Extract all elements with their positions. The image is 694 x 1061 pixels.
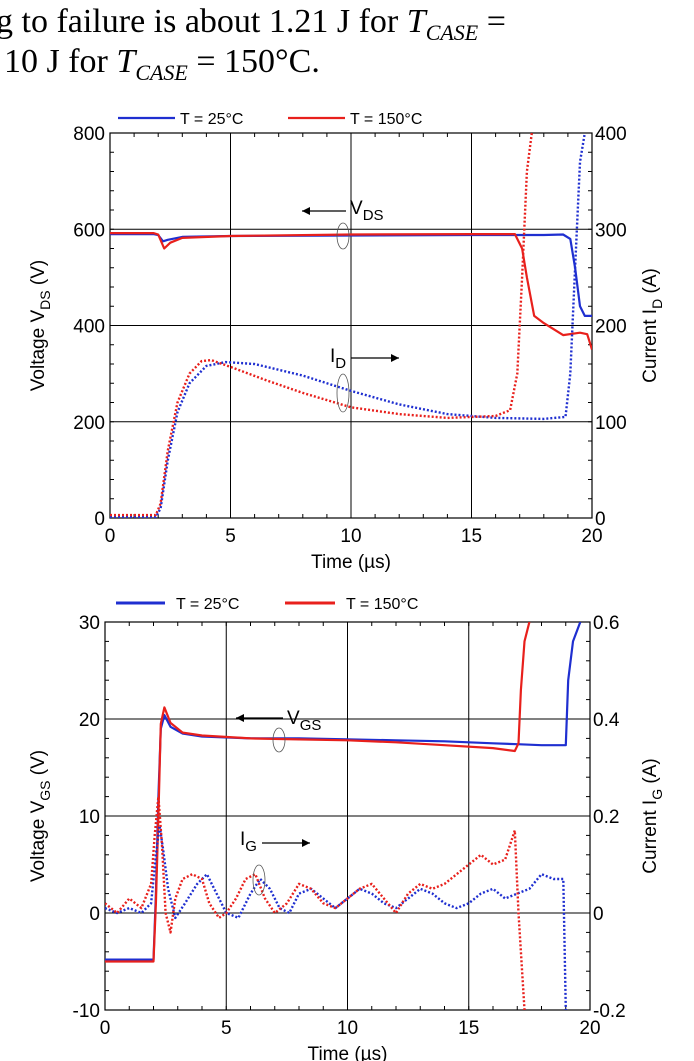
y-left-tick-label: 200 (73, 413, 105, 434)
y-right-tick-label: 0.2 (593, 807, 619, 828)
y-left-tick-label: 400 (73, 317, 105, 338)
series-line (105, 622, 582, 961)
y-right-tick-label: 0.4 (593, 710, 620, 731)
y-left-axis-label: Voltage VGS (V) (28, 750, 53, 882)
y-left-tick-label: 20 (79, 710, 100, 731)
y-right-tick-label: 200 (595, 317, 627, 338)
y-right-tick-label: 0 (593, 904, 604, 925)
series-line (110, 133, 586, 518)
series-line (105, 824, 567, 1010)
y-right-tick-label: 300 (595, 220, 627, 241)
x-axis-label: Time (µs) (311, 552, 391, 573)
annotation-label: IG (240, 829, 257, 855)
annotation-label: VGS (287, 708, 321, 734)
legend-label: T = 25°C (180, 111, 243, 128)
series-group (110, 133, 592, 518)
caption-line-2: 10 J for TCASE = 150°C. (4, 43, 320, 85)
annotation-ellipse (272, 727, 286, 753)
y-right-axis-label: Current ID (A) (640, 268, 665, 383)
annotation-arrowhead (302, 207, 310, 215)
y-left-tick-label: 10 (79, 807, 100, 828)
caption-line-1: g to failure is about 1.21 J for TCASE = (0, 3, 506, 45)
y-right-tick-label: 100 (595, 413, 627, 434)
y-left-tick-label: 600 (73, 220, 105, 241)
legend-label: T = 150°C (350, 111, 422, 128)
annotation-arrowhead (391, 354, 399, 362)
y-right-tick-label: 0.6 (593, 613, 619, 634)
x-axis-label: Time (µs) (308, 1044, 388, 1061)
y-left-tick-label: 0 (94, 509, 105, 530)
series-line (105, 622, 531, 963)
series-line (110, 133, 533, 517)
x-tick-label: 0 (105, 526, 116, 547)
y-right-tick-label: 0 (595, 509, 606, 530)
x-tick-label: 15 (458, 1018, 479, 1039)
x-tick-label: 15 (461, 526, 482, 547)
y-right-tick-label: 400 (595, 124, 627, 145)
x-tick-label: 20 (579, 1018, 600, 1039)
x-tick-label: 20 (581, 526, 602, 547)
annotation-arrowhead (302, 839, 310, 847)
legend-label: T = 150°C (346, 596, 418, 613)
series-line (110, 232, 592, 350)
x-tick-label: 0 (100, 1018, 111, 1039)
y-left-tick-label: -10 (73, 1001, 100, 1022)
x-tick-label: 10 (340, 526, 361, 547)
annotation-ellipse (336, 373, 350, 413)
y-left-tick-label: 800 (73, 124, 105, 145)
annotation-arrowhead (236, 714, 244, 722)
x-tick-label: 5 (221, 1018, 232, 1039)
y-left-axis-label: Voltage VDS (V) (28, 260, 53, 391)
annotation-label: ID (330, 346, 346, 372)
series-line (105, 795, 526, 1010)
annotation-ellipse (336, 222, 350, 250)
y-right-axis-label: Current IG (A) (640, 758, 665, 873)
series-group (105, 622, 582, 1010)
annotation-label: VDS (350, 198, 384, 224)
x-tick-label: 10 (337, 1018, 358, 1039)
y-left-tick-label: 0 (89, 904, 100, 925)
y-left-tick-label: 30 (79, 613, 100, 634)
annotation-ellipse (252, 864, 266, 896)
y-right-tick-label: -0.2 (593, 1001, 626, 1022)
x-tick-label: 5 (225, 526, 236, 547)
legend-label: T = 25°C (176, 596, 239, 613)
